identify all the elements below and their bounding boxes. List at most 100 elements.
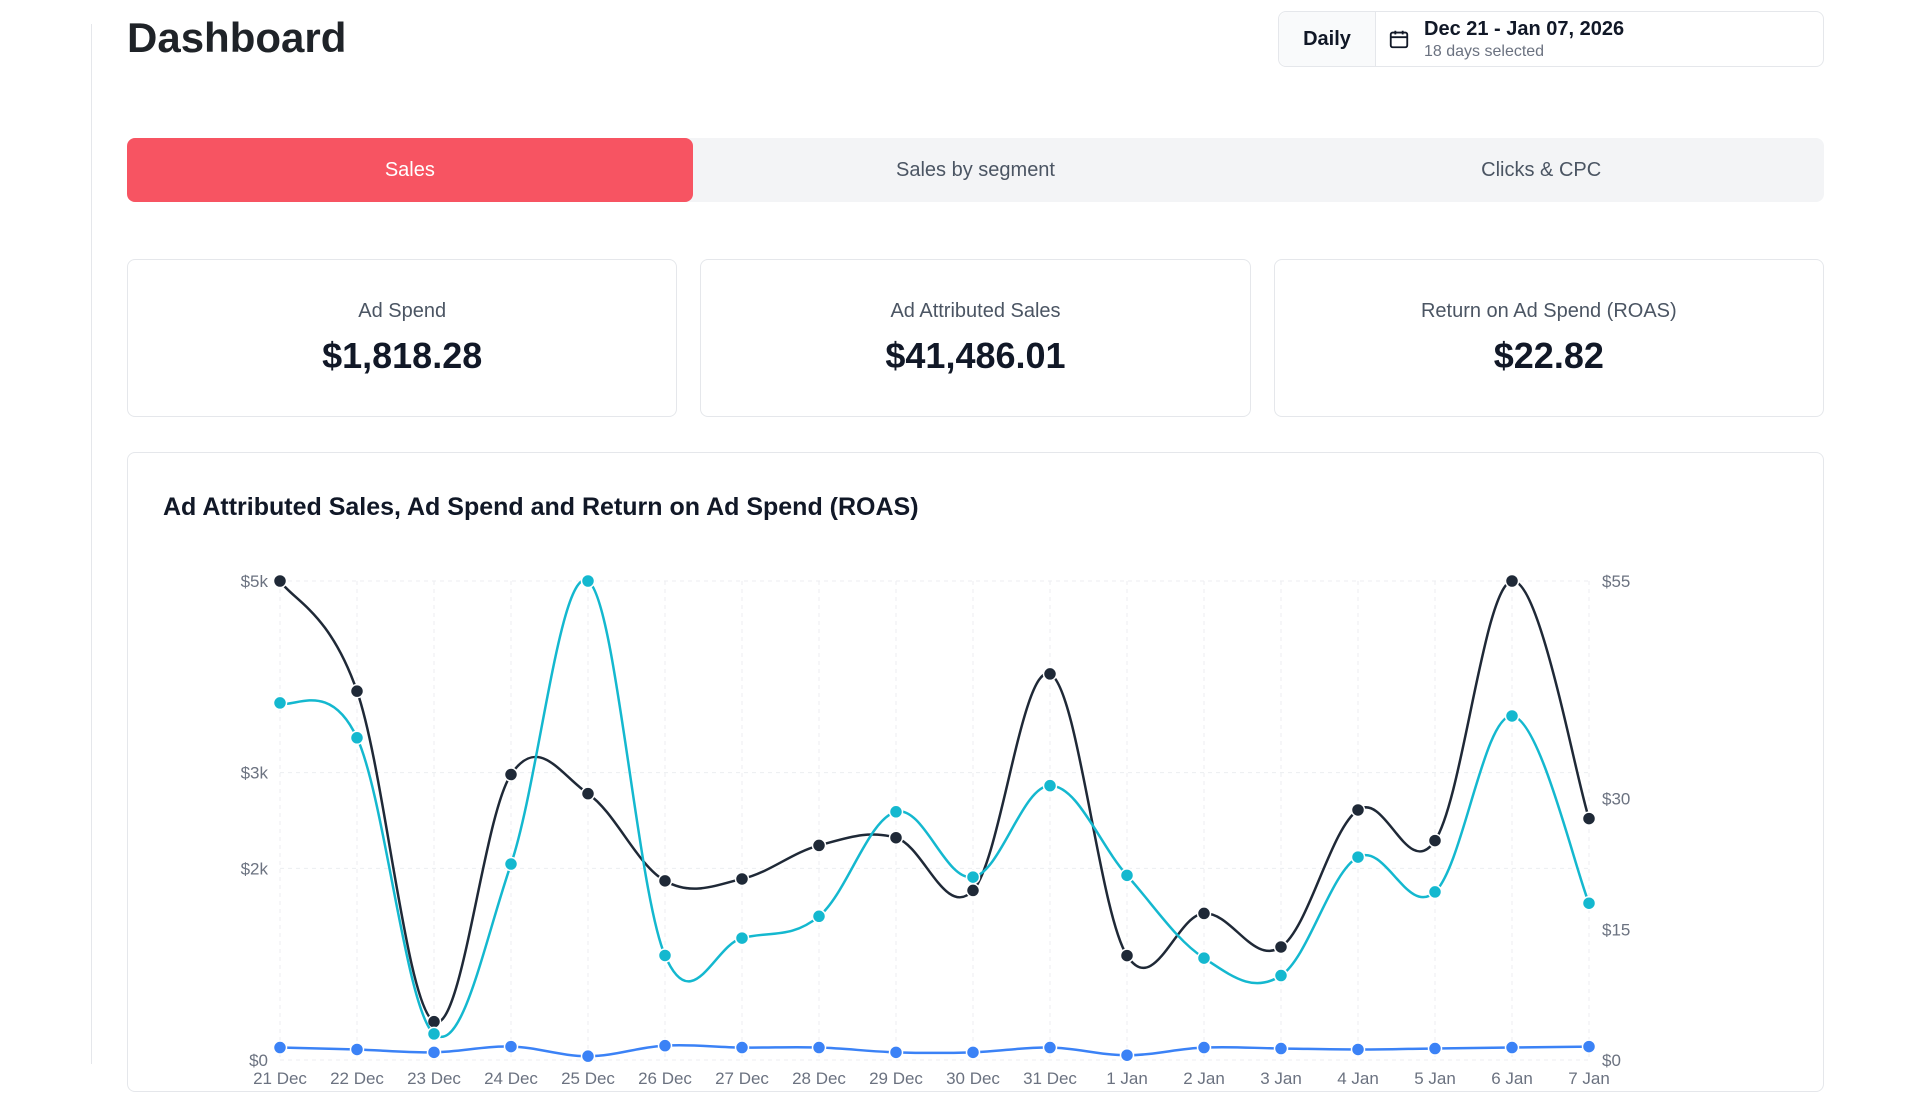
data-point [272, 695, 288, 711]
kpi-value: $1,818.28 [322, 334, 483, 376]
data-point [1042, 778, 1058, 793]
kpi-card-ad-attributed-sales: Ad Attributed Sales $41,486.01 [700, 259, 1251, 417]
kpi-card-ad-spend: Ad Spend $1,818.28 [127, 259, 678, 417]
calendar-icon [1389, 30, 1409, 49]
data-point [1273, 939, 1289, 955]
data-point [580, 786, 596, 801]
x-axis-tick-label: 29 Dec [869, 1069, 923, 1088]
data-point [580, 1048, 596, 1064]
data-point [503, 1039, 519, 1054]
x-axis-tick-label: 7 Jan [1568, 1069, 1610, 1088]
data-point [734, 871, 750, 887]
x-axis-tick-label: 6 Jan [1491, 1069, 1533, 1088]
data-point [888, 804, 904, 820]
data-point [811, 838, 827, 853]
page-title: Dashboard [127, 14, 347, 61]
kpi-label: Ad Attributed Sales [890, 299, 1061, 322]
data-point [1427, 1041, 1443, 1056]
x-axis-tick-label: 5 Jan [1414, 1069, 1456, 1088]
data-point [657, 873, 673, 889]
data-point [272, 1040, 288, 1055]
x-axis-tick-label: 4 Jan [1337, 1069, 1379, 1088]
x-axis-tick-label: 28 Dec [792, 1069, 846, 1088]
data-point [888, 830, 904, 845]
series-blue-line [279, 1043, 1590, 1058]
data-point [426, 1045, 442, 1060]
date-range-control[interactable]: Daily Dec 21 - Jan 07, 2026 18 days sele… [1278, 11, 1824, 67]
kpi-row: Ad Spend $1,818.28 Ad Attributed Sales $… [127, 259, 1824, 417]
days-selected-label: 18 days selected [1424, 42, 1545, 60]
data-point [965, 883, 981, 898]
chart-title: Ad Attributed Sales, Ad Spend and Return… [163, 493, 919, 521]
right-axis-tick-label: $55 [1602, 572, 1630, 591]
data-point [1427, 884, 1443, 900]
data-point [1273, 1041, 1289, 1056]
data-point [1350, 802, 1366, 818]
data-point [1273, 968, 1289, 983]
data-point [734, 1040, 750, 1055]
data-point [657, 948, 673, 963]
x-axis-tick-label: 3 Jan [1260, 1069, 1302, 1088]
series-dark-line [278, 579, 1591, 1024]
tab-bar: Sales Sales by segment Clicks & CPC [127, 138, 1824, 202]
data-point [1196, 950, 1212, 966]
tab-sales-by-segment[interactable]: Sales by segment [896, 158, 1055, 181]
x-axis-tick-label: 21 Dec [253, 1069, 307, 1088]
data-point [503, 767, 519, 782]
left-axis-tick-label: $5k [241, 572, 269, 591]
granularity-button[interactable]: Daily [1279, 12, 1376, 66]
data-point [811, 909, 827, 924]
data-point [1119, 1047, 1135, 1063]
data-point [888, 1045, 904, 1060]
data-point [811, 1040, 827, 1055]
sales-chart: $0 $2k $3k $5k $0 $15 $30 $55 21 Dec 22 Dec 23 Dec… [241, 572, 1631, 1088]
x-axis-tick-label: 22 Dec [330, 1069, 384, 1088]
left-axis-tick-label: $3k [241, 764, 269, 783]
tab-clicks-cpc[interactable]: Clicks & CPC [1481, 158, 1602, 181]
tab-sales[interactable]: Sales [127, 138, 693, 202]
data-point [1119, 868, 1135, 883]
x-axis-tick-label: 2 Jan [1183, 1069, 1225, 1088]
kpi-label: Return on Ad Spend (ROAS) [1420, 299, 1677, 322]
data-point [1504, 573, 1520, 589]
x-axis-tick-label: 27 Dec [715, 1069, 769, 1088]
data-point [657, 1038, 673, 1053]
data-point [1350, 849, 1366, 865]
left-axis-tick-label: $0 [249, 1051, 268, 1070]
left-axis-tick-label: $2k [241, 859, 269, 878]
x-axis-tick-label: 31 Dec [1023, 1069, 1077, 1088]
data-point [1196, 1040, 1212, 1055]
data-point [349, 1042, 365, 1057]
x-axis-tick-label: 30 Dec [946, 1069, 1000, 1088]
data-point [1427, 833, 1443, 848]
data-point [1119, 948, 1135, 963]
data-point [1350, 1042, 1366, 1057]
data-point [349, 683, 365, 699]
data-point [965, 1045, 981, 1060]
data-point [1042, 666, 1058, 682]
data-point [580, 573, 596, 589]
chart-card: Ad Attributed Sales, Ad Spend and Return… [127, 452, 1824, 1092]
x-axis-tick-label: 25 Dec [561, 1069, 615, 1088]
right-axis-tick-label: $30 [1602, 790, 1630, 809]
data-point [1581, 811, 1597, 826]
series-teal-line [279, 579, 1591, 1038]
data-point [1196, 906, 1212, 921]
kpi-label: Ad Spend [358, 299, 447, 322]
data-point [1581, 895, 1597, 911]
x-axis-tick-label: 26 Dec [638, 1069, 692, 1088]
data-point [1504, 708, 1520, 724]
x-axis-tick-label: 23 Dec [407, 1069, 461, 1088]
data-point [349, 730, 365, 746]
date-range-picker[interactable]: Dec 21 - Jan 07, 2026 18 days selected [1376, 12, 1624, 66]
sidebar-divider [91, 24, 92, 1064]
data-point [734, 930, 750, 946]
data-point [1581, 1039, 1597, 1054]
right-axis-tick-label: $15 [1602, 920, 1630, 939]
data-point [965, 869, 981, 885]
kpi-value: $41,486.01 [885, 334, 1066, 376]
data-point [426, 1026, 442, 1042]
right-axis-tick-label: $0 [1602, 1051, 1621, 1070]
data-point [503, 856, 519, 872]
kpi-card-roas: Return on Ad Spend (ROAS) $22.82 [1273, 259, 1824, 417]
